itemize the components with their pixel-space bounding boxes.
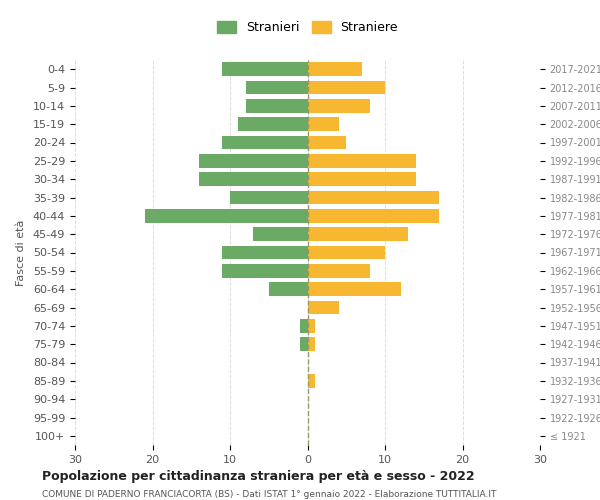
Bar	[308, 62, 362, 76]
Bar	[230, 190, 308, 204]
Bar	[308, 172, 416, 186]
Bar	[308, 209, 439, 222]
Bar	[308, 80, 385, 94]
Bar	[222, 62, 308, 76]
Bar	[222, 264, 308, 278]
Bar	[222, 246, 308, 260]
Bar	[308, 154, 416, 168]
Bar	[308, 338, 315, 351]
Bar	[300, 338, 308, 351]
Bar	[308, 282, 401, 296]
Bar	[308, 319, 315, 332]
Legend: Stranieri, Straniere: Stranieri, Straniere	[212, 16, 403, 39]
Y-axis label: Fasce di età: Fasce di età	[16, 220, 26, 286]
Bar	[308, 228, 408, 241]
Bar	[308, 136, 346, 149]
Bar	[222, 136, 308, 149]
Bar	[253, 228, 308, 241]
Bar	[199, 172, 308, 186]
Bar	[199, 154, 308, 168]
Bar	[308, 99, 370, 112]
Bar	[300, 319, 308, 332]
Bar	[308, 246, 385, 260]
Text: COMUNE DI PADERNO FRANCIACORTA (BS) - Dati ISTAT 1° gennaio 2022 - Elaborazione : COMUNE DI PADERNO FRANCIACORTA (BS) - Da…	[42, 490, 496, 499]
Bar	[238, 118, 308, 131]
Text: Popolazione per cittadinanza straniera per età e sesso - 2022: Popolazione per cittadinanza straniera p…	[42, 470, 475, 483]
Bar	[269, 282, 308, 296]
Bar	[145, 209, 308, 222]
Bar	[308, 264, 370, 278]
Bar	[308, 300, 338, 314]
Bar	[308, 374, 315, 388]
Bar	[245, 99, 308, 112]
Bar	[308, 118, 338, 131]
Bar	[308, 190, 439, 204]
Bar	[245, 80, 308, 94]
